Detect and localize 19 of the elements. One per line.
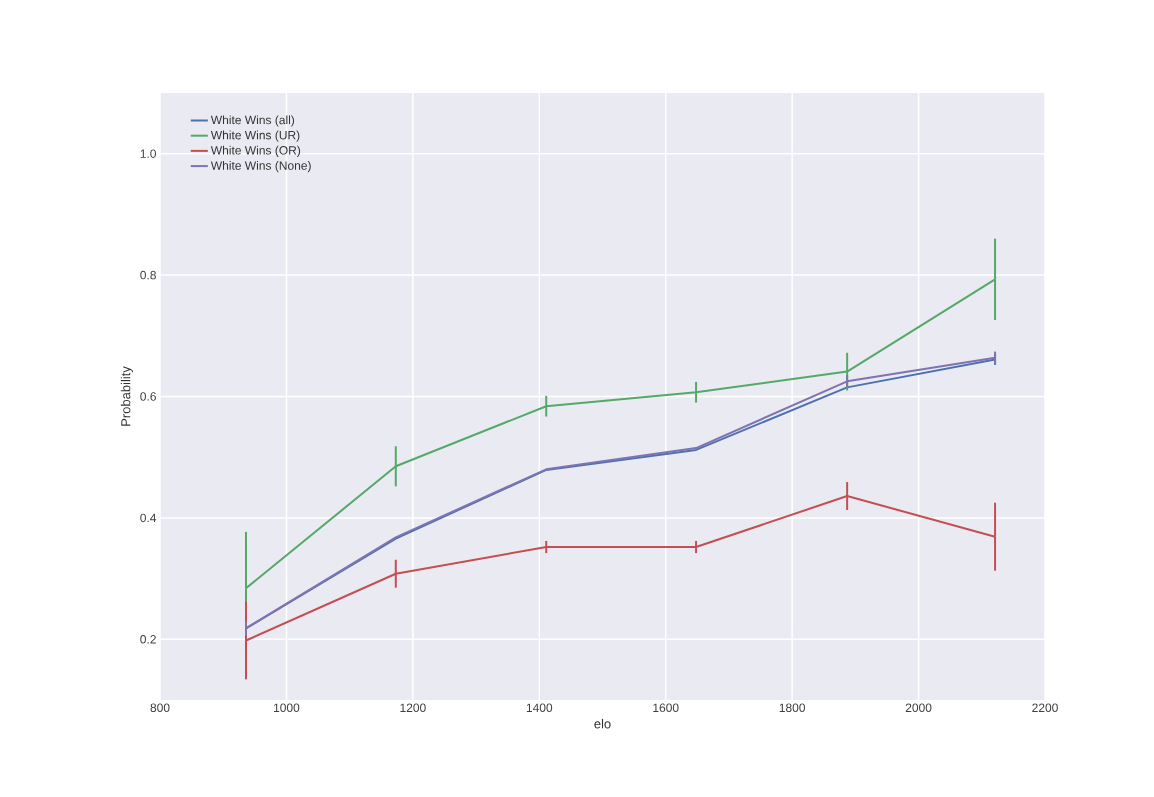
x-tick-label: 2200 — [1032, 703, 1058, 713]
y-axis-title: Probability — [120, 366, 133, 426]
legend-label: White Wins (UR) — [210, 130, 300, 142]
x-tick-label: 1800 — [779, 703, 806, 713]
x-tick-label: 1600 — [653, 703, 679, 713]
x-tick-label: 1200 — [400, 703, 426, 713]
x-tick-label: 800 — [150, 703, 170, 713]
x-tick-label: 1000 — [274, 703, 300, 713]
y-tick-label: 0.8 — [140, 270, 156, 280]
x-axis-title: elo — [594, 718, 611, 729]
legend-label: White Wins (OR) — [210, 145, 301, 157]
y-tick-label: 0.4 — [140, 513, 157, 523]
y-tick-label: 1.0 — [140, 149, 157, 158]
y-tick-label: 0.6 — [140, 392, 156, 401]
y-tick-label: 0.2 — [140, 635, 156, 644]
legend-label: White Wins (None) — [210, 160, 311, 173]
x-tick-label: 2000 — [905, 703, 932, 713]
legend-label: White Wins (all) — [210, 115, 295, 127]
x-tick-label: 1400 — [526, 703, 553, 713]
